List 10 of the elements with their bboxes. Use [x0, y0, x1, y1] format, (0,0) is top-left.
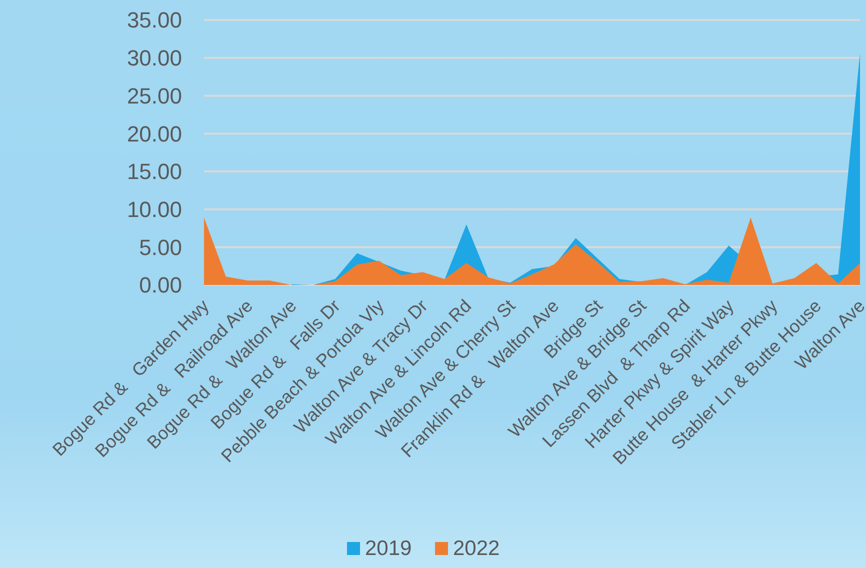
y-tick-label: 10.00: [126, 196, 182, 222]
legend-label: 2022: [453, 537, 500, 560]
y-tick-label: 0.00: [139, 272, 182, 298]
y-tick-label: 35.00: [126, 8, 182, 33]
y-tick-label: 15.00: [126, 159, 182, 184]
legend-label: 2019: [365, 537, 412, 560]
y-tick-label: 5.00: [139, 234, 182, 260]
y-tick-label: 20.00: [126, 121, 182, 146]
y-tick-label: 30.00: [126, 46, 182, 71]
y-tick-label: 25.00: [126, 83, 182, 108]
